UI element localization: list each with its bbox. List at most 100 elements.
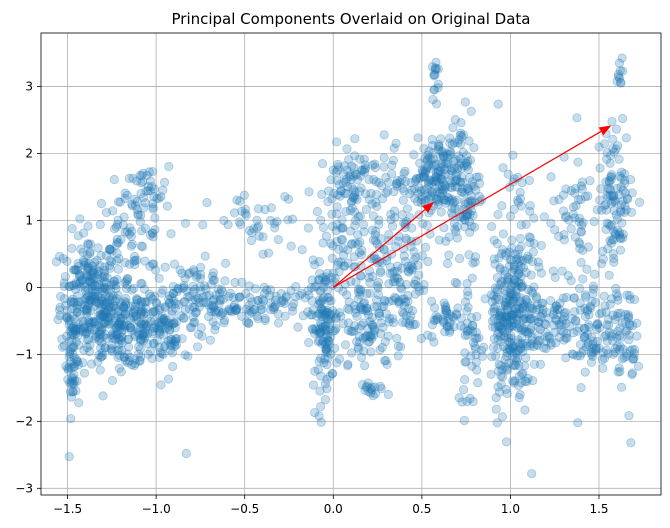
data-point <box>412 197 423 207</box>
data-point <box>96 198 107 209</box>
data-point <box>229 300 240 310</box>
data-point <box>322 343 332 353</box>
data-point <box>78 247 88 257</box>
data-point <box>347 348 357 358</box>
data-point <box>448 312 458 322</box>
data-point <box>590 297 601 308</box>
data-point <box>389 187 399 197</box>
data-point <box>582 264 592 274</box>
data-point <box>148 338 159 348</box>
data-point <box>339 261 349 271</box>
data-point <box>68 280 79 291</box>
data-point <box>208 275 218 285</box>
data-point <box>617 113 628 124</box>
data-point <box>614 58 625 68</box>
data-point <box>427 332 437 342</box>
data-point <box>338 178 348 188</box>
data-point <box>338 223 348 233</box>
data-point <box>399 168 409 179</box>
data-point <box>319 358 329 368</box>
data-point <box>94 326 104 337</box>
data-point <box>361 331 371 341</box>
data-point <box>554 231 564 241</box>
data-point <box>114 306 124 316</box>
data-point <box>387 169 397 179</box>
data-point <box>159 315 169 325</box>
data-point <box>145 346 156 356</box>
data-point <box>156 321 167 331</box>
data-point <box>472 312 482 322</box>
data-point <box>118 307 128 317</box>
data-point <box>149 184 160 194</box>
data-point <box>323 197 333 207</box>
data-point <box>328 241 338 251</box>
data-point <box>256 300 266 311</box>
data-point <box>112 237 122 247</box>
data-point <box>114 345 124 355</box>
data-point <box>252 311 262 321</box>
data-point <box>463 302 473 313</box>
data-point <box>125 313 135 323</box>
data-point <box>168 281 179 292</box>
data-point <box>381 172 391 182</box>
data-point <box>320 394 331 405</box>
data-point <box>99 299 109 310</box>
data-point <box>118 321 129 331</box>
data-point <box>151 298 162 308</box>
data-point <box>331 323 341 334</box>
data-point <box>244 309 254 319</box>
data-point <box>297 245 307 255</box>
data-point <box>231 305 241 315</box>
data-point <box>322 347 333 358</box>
data-point <box>160 302 171 313</box>
data-point <box>94 299 104 309</box>
data-point <box>77 274 87 284</box>
data-point <box>514 244 524 255</box>
data-point <box>461 357 471 367</box>
data-point <box>340 261 350 271</box>
data-point <box>316 417 326 427</box>
data-point <box>512 292 522 302</box>
data-point <box>76 244 86 254</box>
data-point <box>85 325 95 335</box>
data-point <box>237 311 247 321</box>
data-point <box>198 220 208 230</box>
data-point <box>247 307 257 317</box>
data-point <box>159 177 170 187</box>
data-point <box>269 302 280 312</box>
data-point <box>134 330 145 340</box>
data-point <box>527 468 537 479</box>
data-point <box>489 314 500 324</box>
data-point <box>127 201 138 211</box>
data-point <box>215 295 225 306</box>
data-point <box>105 255 115 265</box>
data-point <box>97 324 107 335</box>
data-point <box>131 310 141 320</box>
data-point <box>132 314 142 325</box>
data-point <box>320 379 330 389</box>
data-point <box>184 268 195 278</box>
data-point <box>145 176 156 186</box>
data-point <box>148 323 159 333</box>
data-point <box>96 326 106 336</box>
data-point <box>132 295 142 305</box>
data-point <box>211 308 222 318</box>
data-point <box>486 221 497 232</box>
data-point <box>371 190 382 200</box>
data-point <box>194 329 204 339</box>
data-point <box>143 349 153 359</box>
data-point <box>91 329 101 340</box>
data-point <box>163 318 173 328</box>
data-point <box>371 226 381 236</box>
data-point <box>74 278 84 288</box>
y-tick-label: 3 <box>25 80 33 94</box>
data-point <box>92 282 102 292</box>
data-point <box>239 190 249 200</box>
data-point <box>83 284 94 295</box>
data-point <box>132 293 142 304</box>
data-point <box>227 307 237 317</box>
data-point <box>164 320 174 330</box>
data-point <box>434 235 444 245</box>
data-point <box>454 393 464 403</box>
data-point <box>84 295 94 305</box>
